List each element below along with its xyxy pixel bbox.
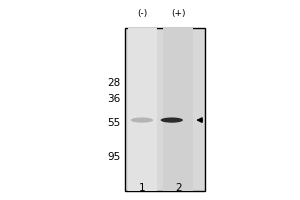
Text: 36: 36 <box>107 94 120 104</box>
Text: (+): (+) <box>171 9 186 18</box>
Bar <box>124 28 205 191</box>
Text: 55: 55 <box>107 118 120 128</box>
Text: 28: 28 <box>107 78 120 88</box>
Bar <box>164 28 193 191</box>
Text: 1: 1 <box>139 183 146 193</box>
Text: 95: 95 <box>107 152 120 162</box>
Ellipse shape <box>131 117 153 123</box>
Text: (-): (-) <box>137 9 148 18</box>
Bar <box>128 28 158 191</box>
Ellipse shape <box>160 117 183 123</box>
Text: 2: 2 <box>175 183 182 193</box>
